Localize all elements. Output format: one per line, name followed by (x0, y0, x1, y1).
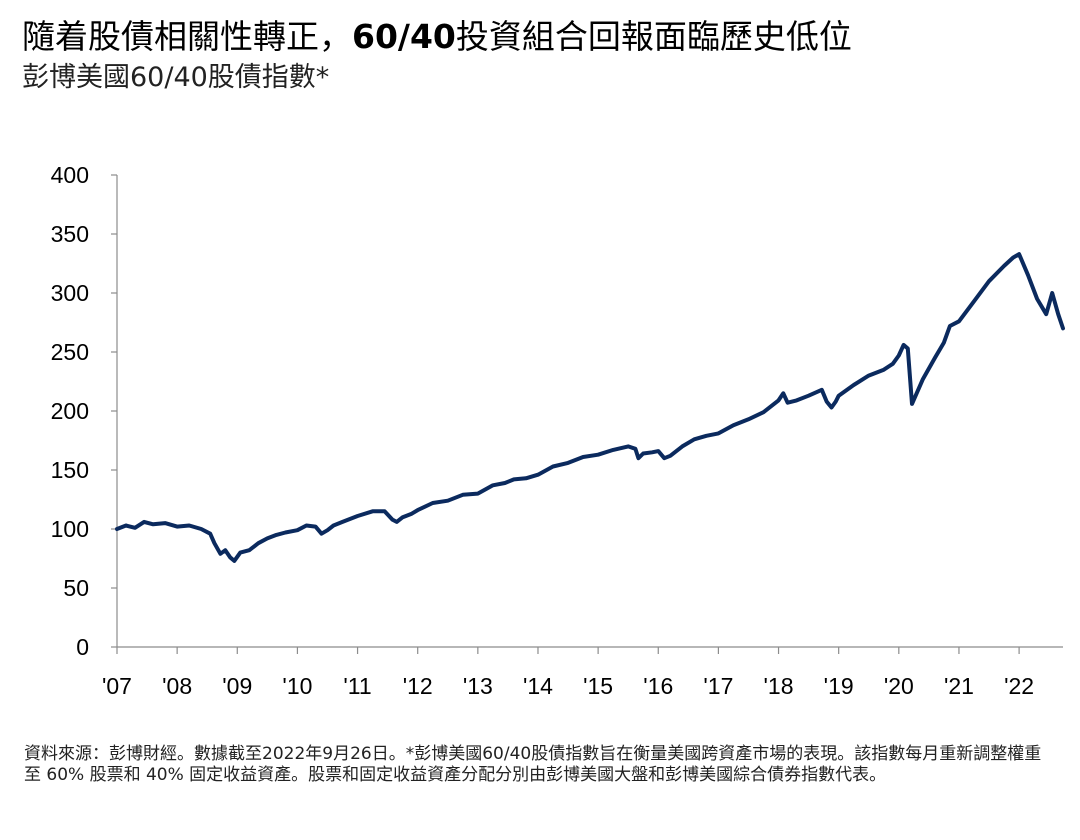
y-tick-label: 250 (51, 339, 89, 365)
chart-subtitle: 彭博美國60/40股債指數* (22, 62, 330, 93)
y-tick-label: 0 (76, 634, 89, 660)
x-tick-label: '12 (403, 673, 433, 699)
x-tick-label: '08 (162, 673, 192, 699)
chart-title: 隨着股債相關性轉正，60/40投資組合回報面臨歷史低位 (22, 17, 852, 56)
x-axis: '07 '08 '09 '10 '11 '12 '13 '14 '15 '16 '17 '18 '19 '… (102, 646, 1063, 699)
y-tick-label: 200 (51, 398, 89, 424)
x-tick-label: '20 (884, 673, 914, 699)
series-group (115, 252, 1065, 563)
y-tick-label: 150 (51, 457, 89, 483)
x-tick-label: '19 (824, 673, 854, 699)
x-tick-label: '22 (1004, 673, 1034, 699)
y-tick-label: 300 (51, 280, 89, 306)
y-tick-label: 100 (51, 516, 89, 542)
x-tick-label: '07 (102, 673, 132, 699)
y-tick-label: 350 (51, 221, 89, 247)
x-tick-label: '10 (282, 673, 312, 699)
x-tick-label: '18 (764, 673, 794, 699)
x-tick-label: '16 (643, 673, 673, 699)
x-tick-label: '21 (944, 673, 974, 699)
x-tick-label: '09 (222, 673, 252, 699)
x-tick-label: '14 (523, 673, 553, 699)
y-tick-label: 50 (63, 575, 89, 601)
source-note: 資料來源：彭博財經。數據截至2022年9月26日。*彭博美國60/40股債指數旨… (24, 744, 1042, 785)
y-axis: 0 50 100 150 200 250 300 350 400 (51, 162, 118, 660)
y-tick-label: 400 (51, 162, 89, 188)
x-tick-label: '15 (583, 673, 613, 699)
series-line-0 (115, 252, 1065, 563)
x-tick-label: '11 (343, 673, 371, 699)
x-tick-label: '13 (463, 673, 493, 699)
x-tick-label: '17 (703, 673, 733, 699)
